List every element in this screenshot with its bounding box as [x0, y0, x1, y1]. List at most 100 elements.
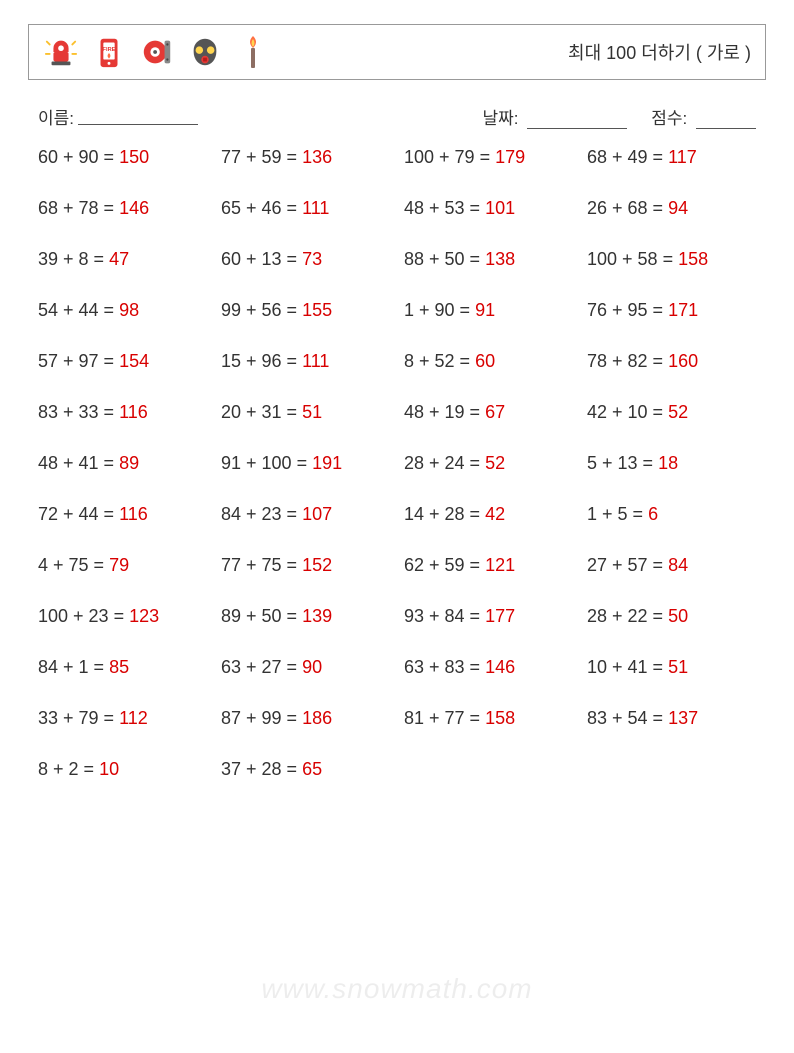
problem: 68 + 49 = 117 [587, 147, 760, 168]
score-label: 점수: [651, 109, 687, 128]
problem: 60 + 13 = 73 [221, 249, 394, 270]
problem-expression: 48 + 53 = [404, 198, 485, 218]
problem-expression: 100 + 58 = [587, 249, 678, 269]
problem: 60 + 90 = 150 [38, 147, 211, 168]
problem-answer: 79 [109, 555, 129, 575]
problem: 100 + 79 = 179 [404, 147, 577, 168]
phone-fire-icon: FIRE [91, 34, 127, 70]
problem-answer: 10 [99, 759, 119, 779]
problem-expression: 1 + 5 = [587, 504, 648, 524]
problem-expression: 8 + 2 = [38, 759, 99, 779]
problem-answer: 155 [302, 300, 332, 320]
problem-answer: 138 [485, 249, 515, 269]
problem: 77 + 59 = 136 [221, 147, 394, 168]
problem: 28 + 22 = 50 [587, 606, 760, 627]
problem-answer: 89 [119, 453, 139, 473]
problem-expression: 83 + 54 = [587, 708, 668, 728]
worksheet-page: FIRE [0, 0, 794, 1053]
problem-answer: 160 [668, 351, 698, 371]
match-icon [235, 34, 271, 70]
problem: 39 + 8 = 47 [38, 249, 211, 270]
problem: 63 + 83 = 146 [404, 657, 577, 678]
problem-expression: 68 + 78 = [38, 198, 119, 218]
problem-expression: 62 + 59 = [404, 555, 485, 575]
problem-answer: 101 [485, 198, 515, 218]
problem-answer: 116 [119, 402, 148, 422]
problem: 72 + 44 = 116 [38, 504, 211, 525]
problem: 1 + 90 = 91 [404, 300, 577, 321]
problem: 57 + 97 = 154 [38, 351, 211, 372]
problem: 28 + 24 = 52 [404, 453, 577, 474]
problem-answer: 154 [119, 351, 149, 371]
problem: 48 + 41 = 89 [38, 453, 211, 474]
problem-expression: 27 + 57 = [587, 555, 668, 575]
problem-answer: 52 [485, 453, 505, 473]
problem-answer: 60 [475, 351, 495, 371]
problem-answer: 112 [119, 708, 148, 728]
bell-icon [139, 34, 175, 70]
problem-expression: 88 + 50 = [404, 249, 485, 269]
problem: 42 + 10 = 52 [587, 402, 760, 423]
score-blank[interactable] [696, 108, 756, 129]
problem: 83 + 33 = 116 [38, 402, 211, 423]
date-blank[interactable] [527, 108, 627, 129]
problem: 77 + 75 = 152 [221, 555, 394, 576]
problem-expression: 84 + 1 = [38, 657, 109, 677]
problem: 48 + 53 = 101 [404, 198, 577, 219]
problem: 100 + 23 = 123 [38, 606, 211, 627]
problem-expression: 100 + 79 = [404, 147, 495, 167]
problem-expression: 39 + 8 = [38, 249, 109, 269]
problem-answer: 117 [668, 147, 697, 167]
problem-expression: 99 + 56 = [221, 300, 302, 320]
problem-expression: 68 + 49 = [587, 147, 668, 167]
problem-expression: 37 + 28 = [221, 759, 302, 779]
problem-answer: 171 [668, 300, 698, 320]
problem-expression: 93 + 84 = [404, 606, 485, 626]
problem-answer: 65 [302, 759, 322, 779]
problem-answer: 158 [678, 249, 708, 269]
problem-expression: 78 + 82 = [587, 351, 668, 371]
problem: 68 + 78 = 146 [38, 198, 211, 219]
problem-expression: 33 + 79 = [38, 708, 119, 728]
problem: 33 + 79 = 112 [38, 708, 211, 729]
problem-answer: 111 [302, 351, 329, 371]
problem-answer: 123 [129, 606, 159, 626]
problem-expression: 20 + 31 = [221, 402, 302, 422]
problem-expression: 65 + 46 = [221, 198, 302, 218]
problem-expression: 42 + 10 = [587, 402, 668, 422]
worksheet-title: 최대 100 더하기 ( 가로 ) [568, 39, 751, 65]
problem: 91 + 100 = 191 [221, 453, 394, 474]
problem-answer: 84 [668, 555, 688, 575]
problem: 27 + 57 = 84 [587, 555, 760, 576]
problem-expression: 84 + 23 = [221, 504, 302, 524]
problem-answer: 150 [119, 147, 149, 167]
problem-expression: 14 + 28 = [404, 504, 485, 524]
problem: 15 + 96 = 111 [221, 351, 394, 372]
problem-answer: 107 [302, 504, 332, 524]
problem-expression: 63 + 83 = [404, 657, 485, 677]
problem-answer: 152 [302, 555, 332, 575]
problem: 48 + 19 = 67 [404, 402, 577, 423]
problem-expression: 77 + 59 = [221, 147, 302, 167]
problem-expression: 63 + 27 = [221, 657, 302, 677]
problem-answer: 116 [119, 504, 148, 524]
problem-answer: 94 [668, 198, 688, 218]
problem: 8 + 52 = 60 [404, 351, 577, 372]
problem-answer: 52 [668, 402, 688, 422]
info-name: 이름: [38, 104, 198, 129]
name-blank[interactable] [78, 104, 198, 125]
problem: 84 + 23 = 107 [221, 504, 394, 525]
problem-expression: 76 + 95 = [587, 300, 668, 320]
problem: 83 + 54 = 137 [587, 708, 760, 729]
problem: 20 + 31 = 51 [221, 402, 394, 423]
problem-expression: 77 + 75 = [221, 555, 302, 575]
problem-answer: 136 [302, 147, 332, 167]
problem: 54 + 44 = 98 [38, 300, 211, 321]
problem: 93 + 84 = 177 [404, 606, 577, 627]
problem-expression: 89 + 50 = [221, 606, 302, 626]
problem-expression: 48 + 41 = [38, 453, 119, 473]
problem-expression: 4 + 75 = [38, 555, 109, 575]
problem-answer: 42 [485, 504, 505, 524]
problem-answer: 85 [109, 657, 129, 677]
problem-answer: 179 [495, 147, 525, 167]
